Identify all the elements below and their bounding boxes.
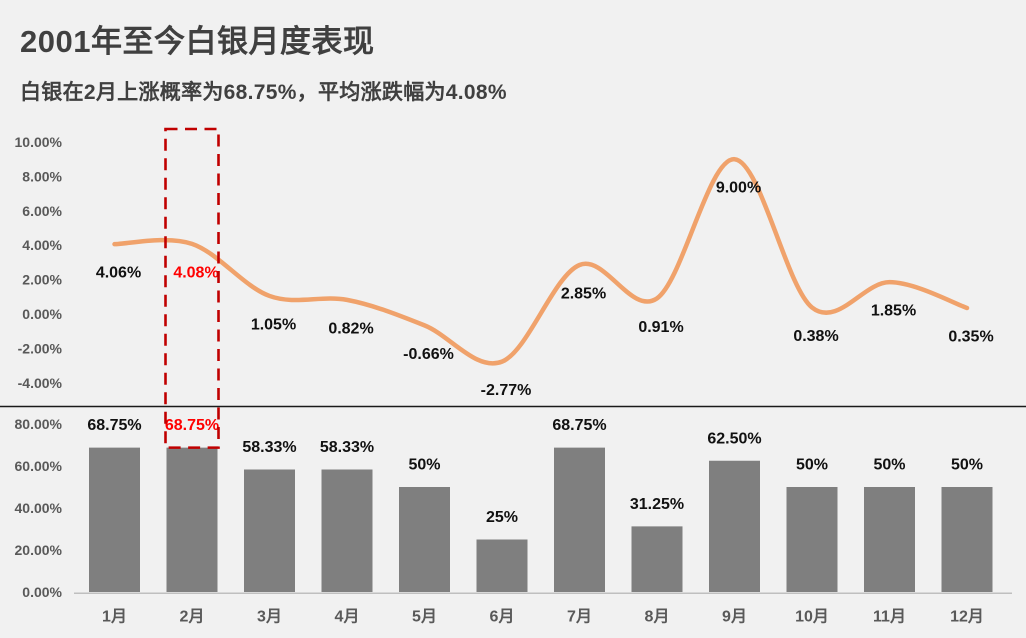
page-title: 2001年至今白银月度表现 <box>20 24 375 59</box>
bar-label: 50% <box>408 457 440 474</box>
month-label: 10月 <box>795 608 829 626</box>
bar-1月 <box>89 447 140 592</box>
month-label: 2月 <box>180 608 205 626</box>
month-label: 9月 <box>722 608 747 626</box>
line-label: 0.35% <box>948 328 993 345</box>
month-label: 11月 <box>873 608 906 626</box>
page-subtitle: 白银在2月上涨概率为68.75%，平均涨跌幅为4.08% <box>20 81 507 104</box>
bar-label: 58.33% <box>320 439 374 456</box>
bar-9月 <box>709 460 760 592</box>
line-label: 0.38% <box>793 328 838 345</box>
line-label-highlight: 4.08% <box>173 264 218 281</box>
highlight-box-february <box>164 127 220 449</box>
bar-11月 <box>864 487 915 592</box>
bar-ytick: 0.00% <box>22 584 62 600</box>
line-label: 9.00% <box>716 180 761 197</box>
bar-2月 <box>166 447 218 592</box>
bar-ytick: 20.00% <box>15 542 63 558</box>
line-ytick: 8.00% <box>22 168 62 184</box>
bar-label: 58.33% <box>242 439 296 456</box>
month-label: 5月 <box>412 608 437 626</box>
line-label: 0.91% <box>638 319 683 336</box>
line-label: 1.05% <box>251 316 296 333</box>
line-label: 0.82% <box>328 320 373 337</box>
bar-label-highlight: 68.75% <box>165 417 219 434</box>
bar-7月 <box>554 447 605 592</box>
bar-ytick: 60.00% <box>15 458 63 474</box>
line-label: 4.06% <box>96 265 141 282</box>
bar-8月 <box>631 526 683 592</box>
month-label: 4月 <box>335 608 360 626</box>
month-label: 6月 <box>490 608 515 626</box>
bar-5月 <box>399 487 450 592</box>
bar-label: 31.25% <box>630 496 684 513</box>
line-label: 2.85% <box>561 285 606 302</box>
line-label: -0.66% <box>403 346 454 363</box>
line-ytick: 10.00% <box>15 134 63 150</box>
month-label: 1月 <box>102 608 127 626</box>
line-ytick: -2.00% <box>18 340 63 356</box>
bar-12月 <box>941 487 993 592</box>
month-label: 3月 <box>257 608 282 626</box>
month-label: 8月 <box>645 608 670 626</box>
line-ytick: 2.00% <box>22 272 62 288</box>
bar-3月 <box>244 469 295 592</box>
bar-label: 50% <box>873 457 905 474</box>
bar-4月 <box>321 469 373 592</box>
line-label: 1.85% <box>871 303 916 320</box>
bar-label: 68.75% <box>552 417 606 434</box>
month-label: 7月 <box>567 608 592 626</box>
bar-10月 <box>786 487 838 592</box>
bar-label: 25% <box>486 509 518 526</box>
line-series <box>112 156 970 366</box>
line-ytick: 0.00% <box>22 306 62 322</box>
line-ytick: 6.00% <box>22 203 62 219</box>
bar-ytick: 80.00% <box>15 416 63 432</box>
bar-label: 62.50% <box>707 430 761 447</box>
bar-label: 50% <box>796 457 828 474</box>
line-ytick: 4.00% <box>22 237 62 253</box>
bar-ytick: 40.00% <box>15 500 63 516</box>
month-label: 12月 <box>950 608 984 626</box>
bar-6月 <box>476 539 528 592</box>
line-ytick: -4.00% <box>18 375 63 391</box>
bar-label: 68.75% <box>87 417 141 434</box>
line-label: -2.77% <box>481 382 532 399</box>
bar-label: 50% <box>951 457 983 474</box>
